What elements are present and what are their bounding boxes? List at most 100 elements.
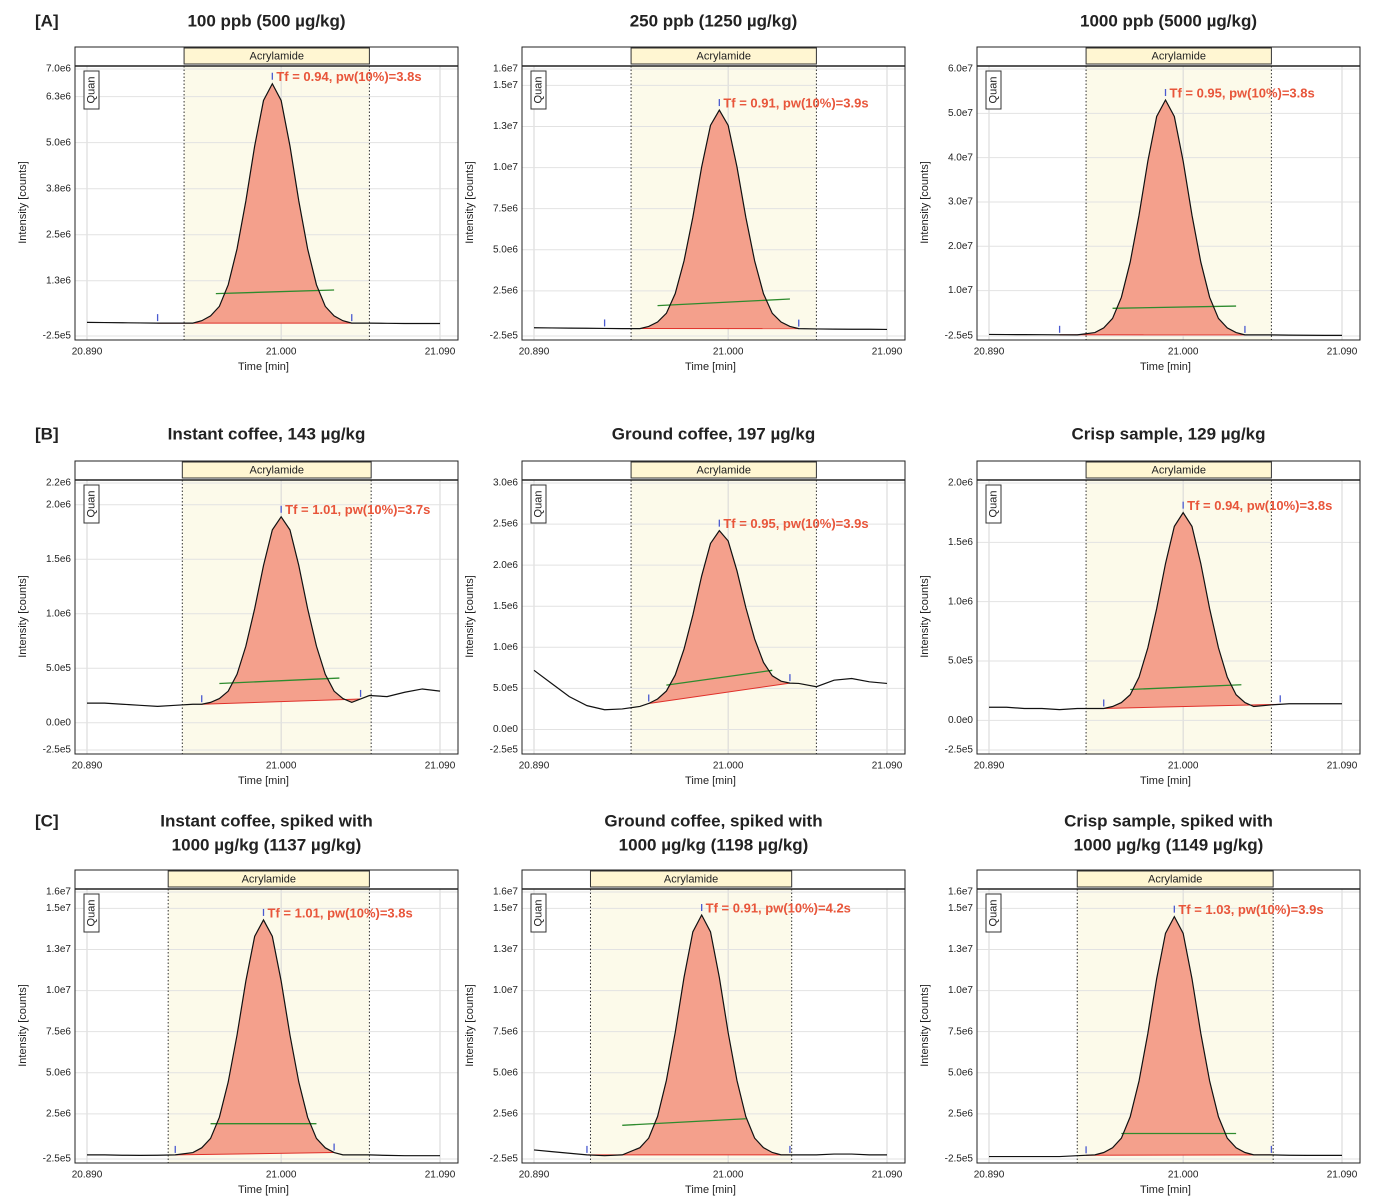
y-tick-label: 1.0e7 [493,162,518,173]
peak-name-box [589,870,793,888]
x-tick-label: 21.090 [1327,761,1358,772]
y-tick-label: 1.0e7 [948,985,973,996]
x-tick-label: 21.000 [266,347,297,358]
method-label: Quan [85,491,97,518]
x-axis-label: Time [min] [238,775,289,787]
y-tick-label: 5.0e5 [493,683,518,694]
method-box [530,893,547,933]
peak-name: Acrylamide [1148,873,1202,885]
y-tick-label: 0.0e0 [493,724,518,735]
row-label: [B] [35,424,59,443]
peak-name: Acrylamide [697,464,751,476]
y-tick-label: 1.5e7 [493,903,518,914]
y-axis-label: Intensity [counts] [464,984,476,1067]
y-tick-label: -2.5e5 [490,745,519,756]
annotation: Tf = 0.94, pw(10%)=3.8s [1187,498,1332,513]
method-label: Quan [85,77,97,104]
x-tick-label: 20.890 [519,347,550,358]
panel: Crisp sample, spiked with 1000 µg/kg (114… [919,811,1361,1196]
y-tick-label: 1.0e7 [493,985,518,996]
chart-title: 250 ppb (1250 µg/kg) [630,11,798,30]
plot-area [87,908,440,1157]
y-tick-label: 2.5e6 [46,229,71,240]
peak-name: Acrylamide [664,873,718,885]
peak-area [1103,512,1281,709]
annotation: Tf = 0.91, pw(10%)=4.2s [706,900,851,915]
y-tick-label: 2.5e6 [948,1108,973,1119]
peak-name-box [630,461,817,479]
x-tick-label: 20.890 [72,761,103,772]
peak-name-box [630,47,817,65]
chart-title: 1000 ppb (5000 µg/kg) [1080,11,1257,30]
y-tick-label: 2.5e6 [493,1108,518,1119]
annotation: Tf = 0.91, pw(10%)=3.9s [723,96,868,111]
chromatogram-line [989,511,1342,711]
y-tick-label: 2.0e6 [493,560,518,571]
y-axis-label: Intensity [counts] [919,161,931,244]
y-tick-label: 1.0e6 [948,596,973,607]
peak-area [1059,100,1245,335]
y-tick-label: -2.5e5 [490,331,519,342]
plot-area [533,99,888,331]
peak-area [175,919,335,1155]
chromatogram-line [533,108,888,331]
y-axis-label: Intensity [counts] [919,984,931,1067]
peak-name-box [1085,47,1272,65]
chromatogram-line [533,913,887,1157]
chart-title: Ground coffee, spiked with [604,811,822,830]
chart-title: 1000 µg/kg (1149 µg/kg) [1074,835,1264,854]
y-tick-label: 1.6e7 [493,887,518,898]
peak-area [586,915,790,1156]
y-tick-label: 7.5e6 [493,203,518,214]
peak-area [1086,916,1272,1156]
panel: Instant coffee, spiked with 1000 µg/kg (1… [17,811,459,1196]
y-tick-label: 5.0e6 [948,1067,973,1078]
y-tick-label: 1.0e7 [948,285,973,296]
y-tick-label: 2.5e6 [493,285,518,296]
x-axis-label: Time [min] [1140,361,1191,373]
y-axis-label: Intensity [counts] [17,984,29,1067]
y-tick-label: 7.5e6 [46,1026,71,1037]
peak-width-line [1112,305,1237,309]
y-tick-label: 1.5e6 [46,554,71,565]
peak-name: Acrylamide [1152,464,1206,476]
plot-frame [74,869,459,1164]
x-tick-label: 21.000 [713,761,744,772]
y-tick-label: 5.0e6 [493,244,518,255]
chart-title: Instant coffee, spiked with [160,811,373,830]
y-tick-label: 1.5e7 [948,903,973,914]
baseline [175,1152,335,1156]
peak-name: Acrylamide [242,873,296,885]
y-tick-label: 1.3e6 [46,275,71,286]
y-tick-label: 1.0e6 [493,642,518,653]
method-box [985,484,1002,524]
y-tick-label: 2.2e6 [46,478,71,489]
plot-area [989,905,1342,1158]
plot-frame [521,460,906,755]
y-tick-label: -2.5e5 [43,331,72,342]
plot-frame [976,460,1361,755]
x-tick-label: 21.000 [713,347,744,358]
y-tick-label: 7.5e6 [493,1026,518,1037]
method-box [985,893,1002,933]
x-tick-label: 21.000 [266,1170,297,1181]
plot-frame [521,46,906,341]
y-tick-label: 2.0e6 [46,499,71,510]
y-tick-label: 1.6e7 [948,887,973,898]
peak-name-box [181,461,372,479]
chromatogram-line [87,515,441,708]
peak-name: Acrylamide [697,50,751,62]
peak-width-line [666,669,773,686]
peak-name-box [1085,461,1272,479]
method-box [985,70,1002,110]
x-tick-label: 21.090 [872,1170,903,1181]
y-tick-label: 5.0e6 [46,137,71,148]
x-tick-label: 21.090 [872,347,903,358]
panel: 1000 ppb (5000 µg/kg) Tf = 0.95, pw(10%)=… [919,11,1361,373]
y-tick-label: 1.5e6 [948,537,973,548]
method-label: Quan [987,491,999,518]
x-tick-label: 20.890 [519,761,550,772]
y-tick-label: 2.0e6 [948,478,973,489]
plot-frame [521,869,906,1164]
plot-frame [976,869,1361,1164]
